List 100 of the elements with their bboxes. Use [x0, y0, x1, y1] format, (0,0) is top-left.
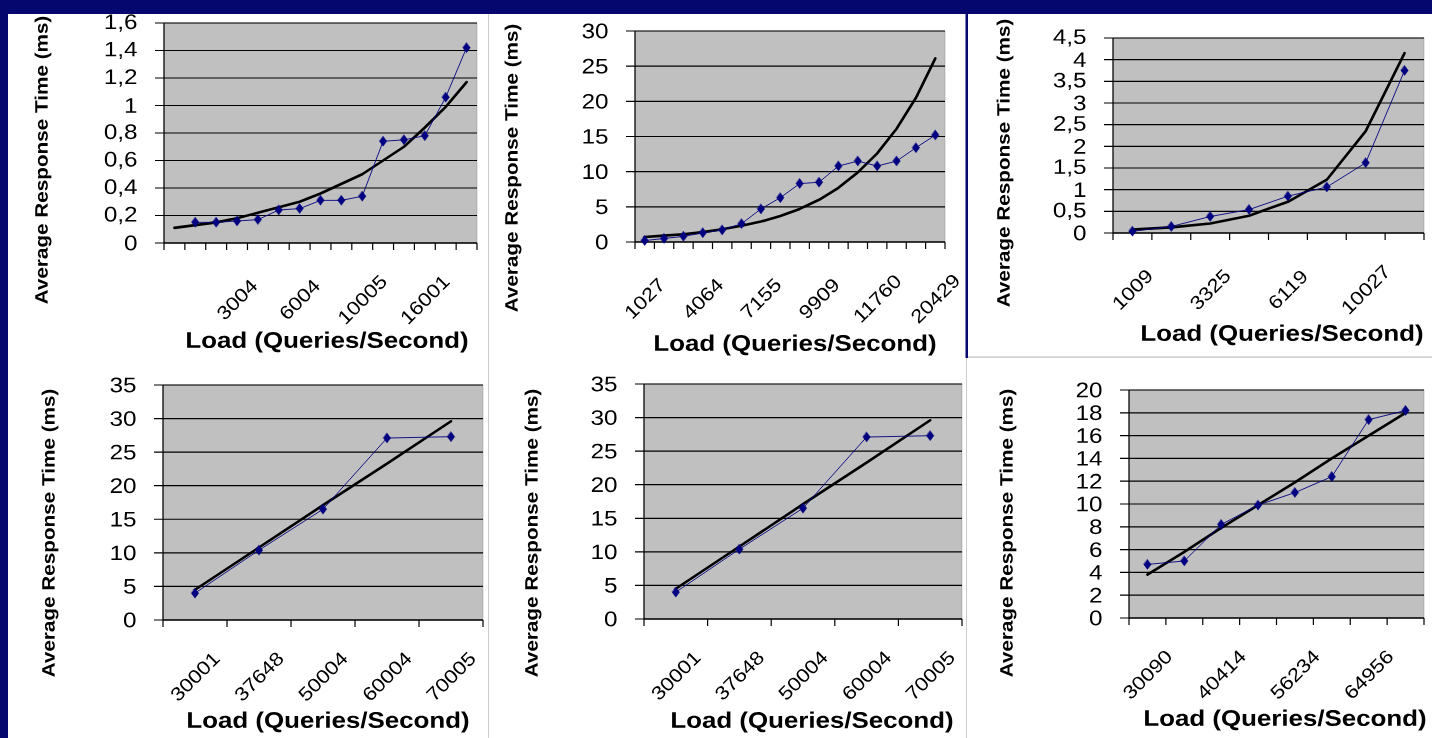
point [358, 191, 367, 202]
y-tick-label: 15 [583, 129, 608, 144]
y-tick-label: 20 [582, 93, 608, 109]
y-tick-label: 30 [110, 411, 136, 426]
point [462, 42, 471, 53]
y-tick-label: 0 [124, 235, 137, 251]
point [862, 431, 871, 443]
y-tick-label: 35 [591, 376, 617, 392]
point [447, 431, 455, 442]
point [834, 160, 843, 172]
x-axis-title: Load (Queries/Second) [672, 711, 953, 733]
point [660, 233, 669, 244]
point [420, 130, 429, 141]
y-tick-label: 10 [1077, 496, 1102, 512]
point [892, 155, 901, 167]
point [253, 214, 262, 225]
y-tick-label: 6 [1090, 542, 1102, 558]
point [1322, 181, 1331, 193]
y-tick-label: 1,4 [105, 41, 137, 60]
point [1327, 471, 1336, 482]
y-tick-label: 25 [110, 444, 136, 460]
y-axis-title: Average Response Time (ms) [524, 389, 542, 677]
point [1400, 65, 1409, 76]
point [815, 177, 824, 188]
point [1245, 204, 1254, 215]
y-tick-label: 1,2 [105, 69, 137, 87]
y-axis-title: Average Response Time (ms) [999, 389, 1017, 677]
y-axis-title: Average Response Time (ms) [34, 16, 52, 304]
point [776, 192, 785, 203]
y-tick-label: 2,5 [1054, 115, 1086, 134]
point [640, 235, 649, 246]
y-tick-label: 2 [1074, 138, 1086, 154]
y-tick-label: 0 [604, 611, 617, 627]
y-tick-label: 0 [1089, 610, 1102, 626]
y-tick-label: 10 [583, 164, 608, 180]
point [735, 543, 744, 555]
y-tick-label: 3,5 [1053, 72, 1086, 90]
point [295, 203, 304, 214]
point [191, 217, 200, 228]
x-axis-title: Load (Queries/Second) [1145, 709, 1426, 731]
y-tick-label: 15 [592, 510, 617, 526]
point [337, 195, 346, 206]
x-axis-title: Load (Queries/Second) [187, 331, 468, 353]
point [1254, 499, 1263, 511]
y-tick-label: 16 [1077, 428, 1102, 444]
y-tick-label: 1 [1074, 182, 1086, 197]
y-tick-label: 20 [591, 477, 617, 493]
y-tick-label: 15 [111, 511, 136, 527]
point [1364, 414, 1373, 425]
y-tick-label: 0,5 [1053, 202, 1086, 220]
point [1401, 405, 1410, 416]
y-axis-title: Average Response Time (ms) [41, 389, 59, 677]
y-tick-label: 2 [1090, 587, 1102, 603]
point [1128, 226, 1137, 237]
y-tick-label: 10 [111, 545, 136, 561]
y-tick-label: 0 [123, 612, 136, 628]
y-tick-label: 12 [1077, 473, 1102, 489]
point [1283, 190, 1292, 202]
y-tick-label: 1,6 [105, 14, 137, 32]
y-tick-label: 0 [1073, 225, 1086, 241]
point [316, 195, 325, 206]
point [1143, 559, 1152, 570]
point [799, 503, 807, 514]
y-tick-label: 0,4 [104, 179, 137, 197]
y-tick-label: 3 [1073, 95, 1086, 111]
point [698, 227, 707, 239]
y-tick-label: 0,8 [104, 124, 137, 142]
y-tick-label: 5 [605, 578, 617, 593]
point [718, 224, 727, 236]
y-axis-title: Average Response Time (ms) [504, 24, 522, 312]
point [911, 142, 920, 153]
point [1290, 487, 1299, 498]
y-tick-label: 4 [1089, 565, 1102, 580]
point [679, 231, 688, 242]
y-tick-label: 30 [591, 410, 617, 425]
y-tick-label: 0 [595, 234, 608, 250]
y-tick-label: 18 [1077, 405, 1102, 421]
point [1167, 221, 1176, 232]
y-tick-label: 25 [591, 443, 617, 459]
point [319, 504, 327, 515]
y-tick-label: 30 [582, 23, 608, 39]
x-axis-title: Load (Queries/Second) [1142, 324, 1423, 346]
y-tick-label: 25 [582, 58, 608, 74]
y-tick-label: 1,5 [1054, 159, 1086, 177]
y-tick-label: 35 [110, 377, 136, 393]
y-axis-title: Average Response Time (ms) [996, 19, 1014, 307]
y-tick-label: 8 [1090, 519, 1102, 535]
point [1206, 211, 1215, 222]
y-tick-label: 0,6 [104, 151, 137, 170]
y-tick-label: 1 [125, 98, 137, 113]
point [1180, 555, 1189, 567]
y-tick-label: 10 [592, 544, 617, 560]
x-axis-title: Load (Queries/Second) [655, 334, 936, 356]
y-tick-label: 20 [110, 478, 136, 494]
y-tick-label: 14 [1077, 451, 1102, 466]
point [274, 204, 283, 216]
point [212, 217, 221, 228]
point [1361, 157, 1370, 168]
point [926, 430, 935, 441]
point [379, 136, 388, 147]
